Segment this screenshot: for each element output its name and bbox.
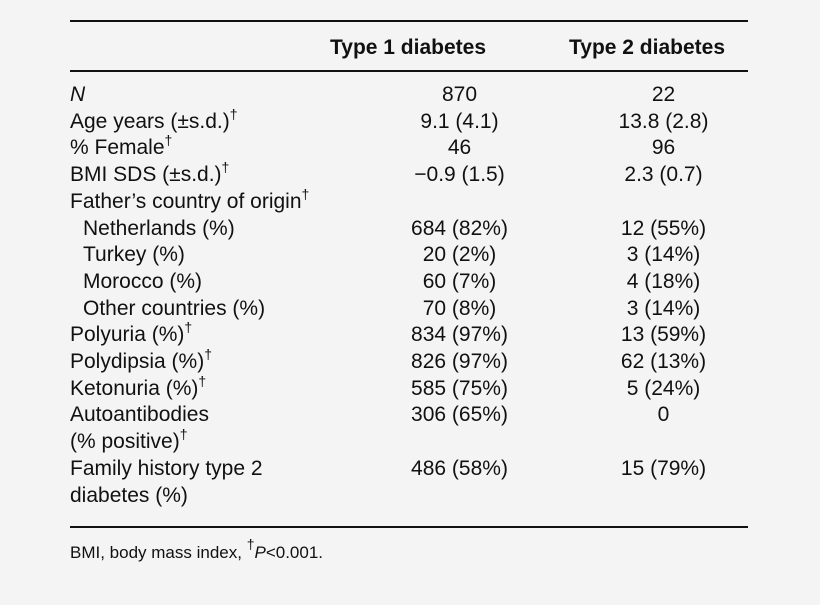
cell-type2: [577, 189, 750, 216]
cell-type1: 46: [447, 136, 472, 160]
row-label-text: Family history type 2: [70, 456, 263, 480]
cell-type2: 3 (14%): [626, 296, 701, 320]
footnote-p: P: [254, 543, 266, 562]
cell-type1: 834 (97%): [411, 323, 508, 347]
table-row: Polydipsia (%)† 826 (97%) 62 (13%): [70, 346, 750, 376]
cell-type2: [577, 483, 750, 510]
cell-type1: 9.1 (4.1): [420, 109, 499, 133]
row-label-text: Ketonuria (%): [70, 376, 199, 400]
dagger-mark: †: [301, 185, 310, 202]
table-row: Family history type 2 486 (58%) 15 (79%): [70, 456, 750, 483]
row-label: Ketonuria (%)†: [70, 372, 342, 403]
row-label-text: BMI SDS (±s.d.): [70, 163, 222, 187]
row-label: (% positive)†: [70, 426, 342, 456]
footnote: BMI, body mass index, †P<0.001.: [70, 537, 324, 565]
row-label-text: Morocco (%): [83, 269, 203, 293]
table-row: Netherlands (%) 684 (82%) 12 (55%): [70, 216, 750, 243]
row-label-text: % Female: [70, 136, 165, 160]
cell-type2: 13.8 (2.8): [618, 109, 709, 133]
table-body: N 870 22 Age years (±s.d.)† 9.1 (4.1) 13.8 (2…: [70, 82, 750, 509]
footnote-text: BMI, body mass index,: [70, 543, 247, 562]
cell-type2: 2.3 (0.7): [624, 163, 703, 187]
table-row: Morocco (%) 60 (7%) 4 (18%): [70, 269, 750, 296]
row-label: Turkey (%): [70, 242, 342, 269]
row-label: Polyuria (%)†: [70, 319, 342, 349]
table-row: Polyuria (%)† 834 (97%) 13 (59%): [70, 319, 750, 349]
cell-type1: 60 (7%): [422, 269, 497, 293]
table-top-rule: [70, 20, 748, 22]
cell-type1: 870: [441, 83, 478, 106]
cell-type1: −0.9 (1.5): [414, 163, 505, 187]
footnote-dagger: †: [246, 536, 255, 552]
row-label-text: Autoantibodies: [70, 403, 209, 427]
cell-type2: 5 (24%): [626, 376, 701, 400]
dagger-mark: †: [198, 372, 207, 389]
row-label: Other countries (%): [70, 296, 342, 323]
row-label: % Female†: [70, 132, 342, 162]
cell-type1: 826 (97%): [411, 350, 508, 374]
row-label: Father’s country of origin†: [70, 185, 342, 216]
table-row: Other countries (%) 70 (8%) 3 (14%): [70, 296, 750, 323]
table-row: Father’s country of origin†: [70, 185, 750, 216]
cell-type2: 62 (13%): [620, 350, 707, 374]
cell-type2: 4 (18%): [626, 269, 701, 293]
dagger-mark: †: [204, 346, 213, 363]
column-header-type1: Type 1 diabetes: [330, 36, 487, 59]
footnote-rest: <0.001.: [265, 543, 324, 562]
cell-type2: 96: [651, 136, 676, 160]
table-row: N 870 22: [70, 82, 750, 109]
column-header-type2: Type 2 diabetes: [569, 36, 726, 59]
dagger-mark: †: [229, 105, 238, 122]
row-label: Autoantibodies: [70, 402, 342, 429]
table-row: BMI SDS (±s.d.)† −0.9 (1.5) 2.3 (0.7): [70, 159, 750, 189]
row-label-text: Netherlands (%): [83, 216, 235, 240]
cell-type1: [342, 429, 577, 456]
row-label: diabetes (%): [70, 483, 342, 510]
row-label-text: (% positive): [70, 430, 180, 454]
row-label: BMI SDS (±s.d.)†: [70, 159, 342, 189]
cell-type1: [342, 483, 577, 510]
row-label-text: diabetes (%): [70, 483, 188, 507]
row-label: Family history type 2: [70, 456, 342, 483]
cell-type1: 684 (82%): [411, 216, 508, 240]
row-label-text: Other countries (%): [83, 296, 266, 320]
dagger-mark: †: [221, 159, 230, 176]
cell-type2: 13 (59%): [620, 323, 707, 347]
row-label: Polydipsia (%)†: [70, 346, 342, 376]
table-row: Ketonuria (%)† 585 (75%) 5 (24%): [70, 372, 750, 403]
cell-type1: [342, 189, 577, 216]
cell-type1: 70 (8%): [422, 296, 497, 320]
row-label-text: Polydipsia (%): [70, 350, 205, 374]
row-label: Morocco (%): [70, 269, 342, 296]
cell-type1: 486 (58%): [411, 456, 508, 480]
cell-type2: 22: [651, 83, 676, 106]
dagger-mark: †: [164, 132, 173, 149]
cell-type1: 20 (2%): [422, 243, 497, 267]
row-label-text: Father’s country of origin: [70, 189, 302, 213]
cell-type1: 306 (65%): [411, 403, 508, 427]
cell-type2: 12 (55%): [620, 216, 707, 240]
table-row: diabetes (%): [70, 483, 750, 510]
table-row: (% positive)†: [70, 426, 750, 456]
table-bottom-rule: [70, 526, 748, 528]
row-label-text: Polyuria (%): [70, 323, 185, 347]
cell-type2: 15 (79%): [620, 456, 707, 480]
row-label: N: [70, 82, 342, 109]
table-row: Age years (±s.d.)† 9.1 (4.1) 13.8 (2.8): [70, 105, 750, 136]
row-label-text: N: [70, 83, 86, 106]
row-label-text: Age years (±s.d.): [70, 109, 230, 133]
cell-type2: [577, 429, 750, 456]
row-label: Age years (±s.d.)†: [70, 105, 342, 136]
cell-type1: 585 (75%): [411, 376, 508, 400]
table-row: % Female† 46 96: [70, 132, 750, 162]
row-label: Netherlands (%): [70, 216, 342, 243]
table-row: Turkey (%) 20 (2%) 3 (14%): [70, 242, 750, 269]
row-label-text: Turkey (%): [83, 243, 185, 267]
cell-type2: 3 (14%): [626, 243, 701, 267]
cell-type2: 0: [657, 403, 670, 427]
dagger-mark: †: [179, 426, 188, 443]
dagger-mark: †: [184, 319, 193, 336]
table-row: Autoantibodies 306 (65%) 0: [70, 402, 750, 429]
table-header-rule: [70, 70, 748, 72]
